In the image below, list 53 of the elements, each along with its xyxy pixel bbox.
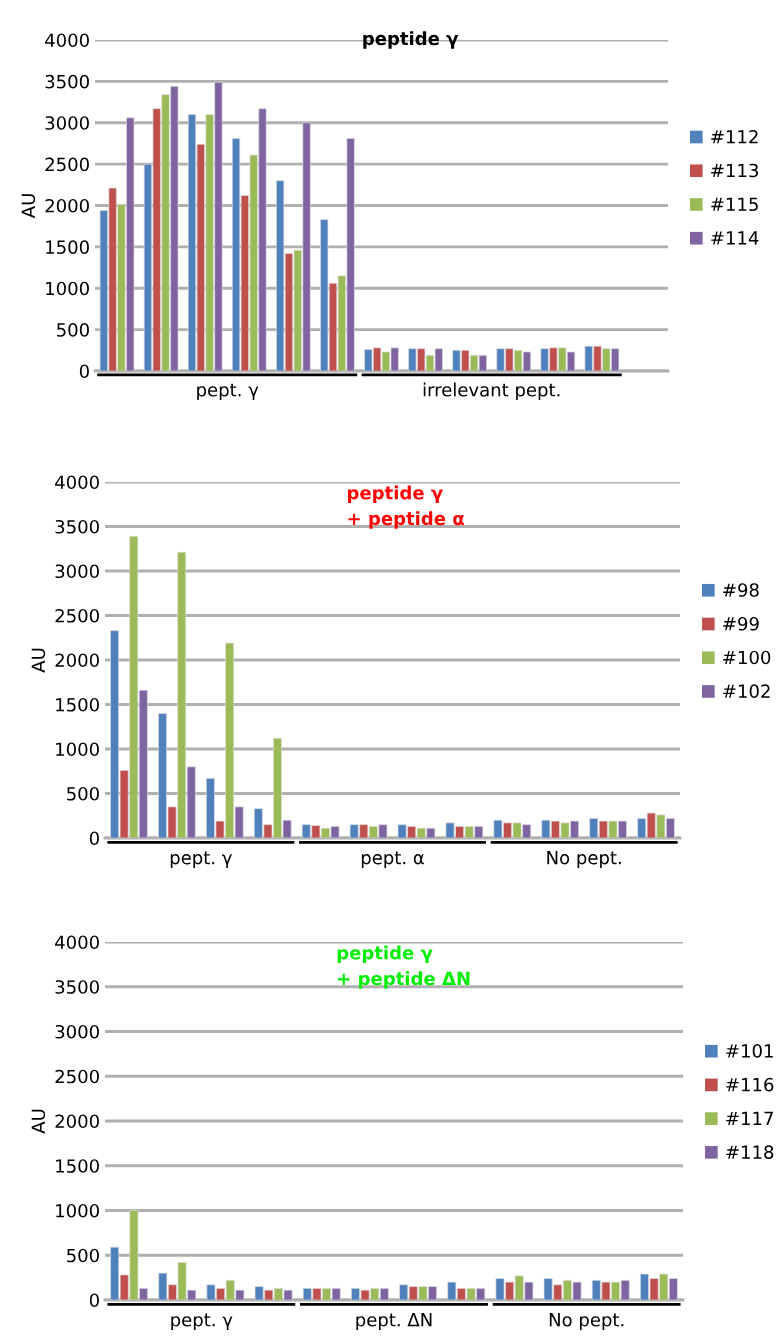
text: No pept. <box>549 1313 624 1330</box>
y-tick-label: 2500 <box>55 608 99 623</box>
legend-label: #102 <box>723 684 770 699</box>
y-tick-label: 1000 <box>46 281 89 296</box>
y-tick-label: 1500 <box>56 697 99 712</box>
legend-label: #101 <box>726 1044 773 1058</box>
legend-label: #100 <box>723 650 771 665</box>
y-tick-label: 3000 <box>55 1024 99 1039</box>
y-tick-label: 4000 <box>55 935 99 950</box>
legend-label: #116 <box>726 1077 774 1092</box>
y-tick-label: 2500 <box>55 1069 99 1084</box>
y-tick-label: 2500 <box>45 157 89 172</box>
text: peptide γ + peptide ΔN <box>337 945 470 989</box>
y-tick-label: 0 <box>79 364 89 379</box>
y-tick-label: 1000 <box>56 1203 99 1218</box>
y-tick-label: 500 <box>57 323 89 337</box>
y-tick-label: 1500 <box>46 240 89 254</box>
y-tick-label: 1500 <box>56 1159 99 1173</box>
legend-label: #117 <box>726 1111 773 1125</box>
y-tick-label: 500 <box>67 786 99 801</box>
y-tick-label: 4000 <box>45 33 89 48</box>
y-tick-label: 500 <box>67 1248 99 1263</box>
legend-label: #115 <box>711 197 758 212</box>
legend-label: #114 <box>711 231 759 245</box>
text: pept. α <box>361 851 424 868</box>
y-tick-label: 3500 <box>45 74 89 89</box>
y-tick-label: 0 <box>89 1293 99 1308</box>
y-tick-label: 2000 <box>55 653 99 668</box>
y-tick-label: 2000 <box>45 198 89 213</box>
text: No pept. <box>547 851 621 868</box>
y-tick-label: 3000 <box>55 564 99 579</box>
text: pept. ΔN <box>356 1313 432 1330</box>
text: pept. γ <box>170 851 232 868</box>
y-tick-label: 0 <box>89 831 99 846</box>
y-tick-label: 3500 <box>55 980 99 994</box>
legend-label: #113 <box>711 163 758 178</box>
text: pept. γ <box>171 1313 233 1330</box>
y-tick-label: 3500 <box>55 519 99 534</box>
legend-label: #98 <box>723 583 759 597</box>
y-axis-title: AU <box>21 194 36 219</box>
legend-label: #99 <box>723 616 759 631</box>
legend-label: #118 <box>726 1145 774 1159</box>
legend-label: #112 <box>711 129 758 144</box>
y-tick-label: 4000 <box>55 475 99 490</box>
text: peptide γ + peptide α <box>348 485 464 529</box>
text: irrelevant pept. <box>423 382 560 401</box>
y-tick-label: 2000 <box>55 1114 99 1129</box>
y-axis-title: AU <box>31 1109 46 1134</box>
y-tick-label: 1000 <box>56 742 99 757</box>
chart-title: peptide γ <box>363 31 459 49</box>
text: pept. γ <box>197 383 259 401</box>
y-axis-title: AU <box>31 648 46 673</box>
y-tick-label: 3000 <box>45 116 89 130</box>
